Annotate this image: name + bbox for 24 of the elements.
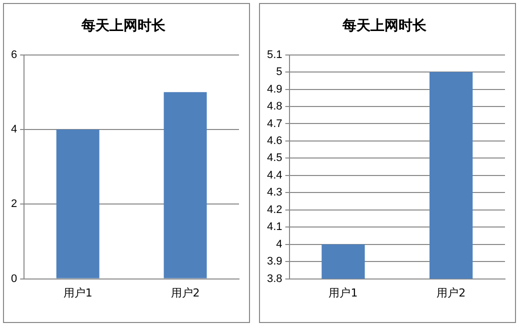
x-tick-label: 用户1	[328, 286, 358, 300]
y-tick-label: 4.2	[266, 204, 282, 216]
y-tick-label: 0	[10, 272, 18, 285]
y-tick-label: 5.1	[266, 48, 282, 61]
y-tick-label: 4.3	[266, 186, 282, 199]
y-tick-label: 4.8	[266, 100, 282, 113]
y-tick-label: 3.9	[266, 256, 282, 268]
y-tick-label: 4.9	[266, 83, 282, 96]
y-tick-label: 3.8	[266, 272, 282, 285]
chart-title: 每天上网时长	[342, 18, 428, 34]
y-tick-label: 4	[276, 238, 282, 250]
y-tick-label: 6	[10, 48, 18, 61]
y-tick-label: 5	[276, 66, 282, 78]
x-tick-label: 用户1	[63, 286, 92, 300]
y-tick-label: 4.5	[266, 152, 282, 164]
y-tick-label: 2	[10, 198, 18, 210]
chart-title: 每天上网时长	[80, 18, 166, 34]
y-tick-label: 4.6	[266, 134, 282, 147]
x-tick-label: 用户2	[170, 286, 200, 300]
y-tick-label: 4.1	[266, 221, 282, 234]
y-tick-label: 4.4	[266, 169, 282, 182]
x-tick-label: 用户2	[436, 286, 466, 300]
y-tick-label: 4.7	[266, 118, 282, 130]
y-tick-label: 4	[10, 124, 18, 136]
